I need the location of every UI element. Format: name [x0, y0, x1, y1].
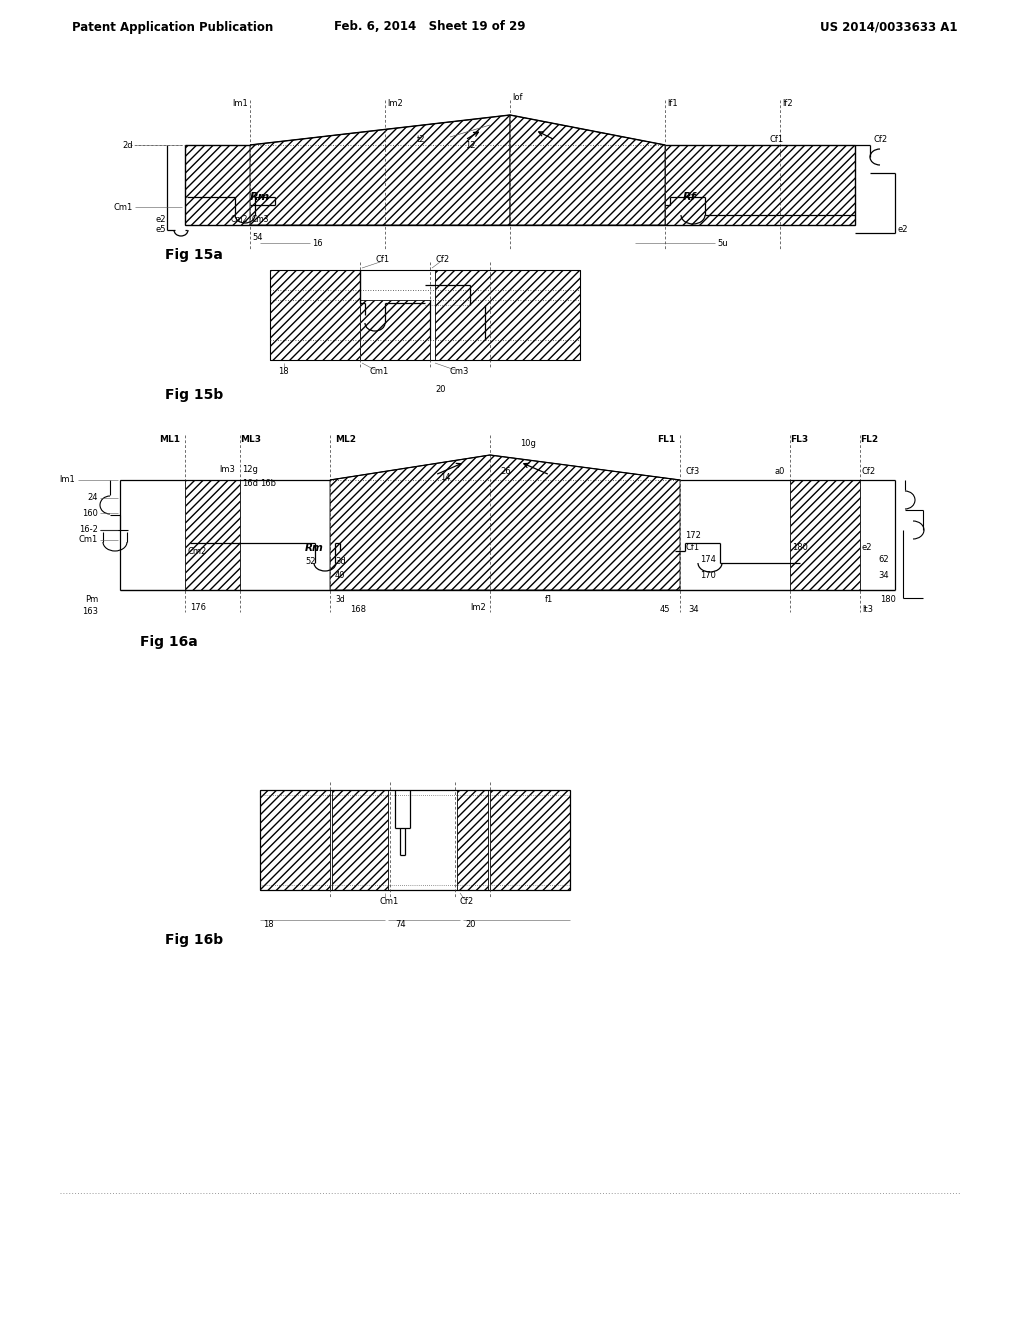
Text: e5: e5 — [155, 226, 166, 235]
Text: 16: 16 — [312, 239, 323, 248]
Text: 20: 20 — [435, 385, 445, 395]
Polygon shape — [185, 480, 240, 590]
Text: 2d: 2d — [123, 140, 133, 149]
Text: Cf2: Cf2 — [862, 467, 877, 477]
Text: Cf1: Cf1 — [685, 544, 699, 553]
Text: 26: 26 — [500, 467, 511, 477]
Polygon shape — [185, 145, 250, 224]
Text: Cf3: Cf3 — [685, 467, 699, 477]
Polygon shape — [457, 789, 488, 890]
Text: 45: 45 — [660, 606, 671, 615]
Text: 160: 160 — [82, 508, 98, 517]
Text: Fig 15b: Fig 15b — [165, 388, 223, 403]
Text: Cm1: Cm1 — [380, 898, 399, 907]
Text: lm2: lm2 — [387, 99, 402, 107]
Text: lof: lof — [512, 92, 522, 102]
Text: 3d: 3d — [335, 595, 345, 605]
Text: Cm1: Cm1 — [79, 536, 98, 544]
Text: lt3: lt3 — [862, 606, 873, 615]
Text: Rf: Rf — [683, 191, 696, 202]
Text: 3d: 3d — [335, 557, 346, 566]
Text: Cm1: Cm1 — [114, 202, 133, 211]
Text: Cm2: Cm2 — [187, 548, 206, 557]
Text: Fig 16a: Fig 16a — [140, 635, 198, 649]
Polygon shape — [332, 789, 388, 890]
Text: 170: 170 — [700, 570, 716, 579]
Text: 168: 168 — [350, 606, 366, 615]
Text: t2: t2 — [417, 136, 425, 144]
Text: Cf1: Cf1 — [375, 256, 389, 264]
Text: FL2: FL2 — [860, 436, 879, 445]
Text: Cm1: Cm1 — [370, 367, 389, 376]
Text: 176: 176 — [190, 603, 206, 612]
Text: Cm2: Cm2 — [230, 215, 248, 224]
Text: 16b: 16b — [260, 479, 276, 487]
Text: Cf1: Cf1 — [770, 136, 784, 144]
Text: Cm3: Cm3 — [450, 367, 469, 376]
Text: Cf2: Cf2 — [873, 136, 887, 144]
Text: 24: 24 — [87, 494, 98, 503]
Polygon shape — [435, 271, 580, 360]
Text: FL1: FL1 — [656, 436, 675, 445]
Text: 62: 62 — [878, 556, 889, 565]
Text: e2: e2 — [862, 544, 872, 553]
Polygon shape — [490, 789, 570, 890]
Text: Patent Application Publication: Patent Application Publication — [72, 21, 273, 33]
Text: 5u: 5u — [717, 239, 728, 248]
Polygon shape — [790, 480, 860, 590]
Text: Fig 16b: Fig 16b — [165, 933, 223, 946]
Text: lm1: lm1 — [59, 475, 75, 484]
Text: Pm: Pm — [85, 595, 98, 605]
Text: US 2014/0033633 A1: US 2014/0033633 A1 — [820, 21, 957, 33]
Text: Cf2: Cf2 — [435, 256, 450, 264]
Polygon shape — [510, 115, 665, 224]
Text: 20: 20 — [465, 920, 475, 929]
Polygon shape — [260, 789, 330, 890]
Text: lm1: lm1 — [232, 99, 248, 107]
Polygon shape — [270, 271, 360, 360]
Text: 16-2: 16-2 — [79, 525, 98, 535]
Text: 18: 18 — [278, 367, 289, 376]
Text: 52: 52 — [305, 557, 315, 566]
Text: 34: 34 — [688, 606, 698, 615]
Text: 34: 34 — [878, 570, 889, 579]
Text: 10g: 10g — [520, 438, 536, 447]
Text: e2: e2 — [155, 215, 166, 224]
Text: 180: 180 — [792, 544, 808, 553]
Text: 12g: 12g — [242, 466, 258, 474]
Text: Rm: Rm — [250, 191, 270, 202]
Text: ML2: ML2 — [335, 436, 356, 445]
Text: 54: 54 — [252, 232, 262, 242]
Text: FL3: FL3 — [790, 436, 808, 445]
Text: lm2: lm2 — [470, 603, 485, 612]
Text: Cf2: Cf2 — [460, 898, 474, 907]
Text: lf1: lf1 — [667, 99, 678, 107]
Text: e2: e2 — [897, 226, 907, 235]
Polygon shape — [665, 145, 855, 224]
Text: 74: 74 — [395, 920, 406, 929]
Text: ML1: ML1 — [159, 436, 180, 445]
Text: Feb. 6, 2014   Sheet 19 of 29: Feb. 6, 2014 Sheet 19 of 29 — [334, 21, 525, 33]
Text: lf2: lf2 — [782, 99, 793, 107]
Text: ML3: ML3 — [240, 436, 261, 445]
Text: Fig 15a: Fig 15a — [165, 248, 223, 261]
Text: Rm: Rm — [305, 543, 324, 553]
Text: 174: 174 — [700, 556, 716, 565]
Polygon shape — [330, 455, 680, 590]
Text: Cm3: Cm3 — [252, 215, 269, 224]
Text: 180: 180 — [880, 595, 896, 605]
Polygon shape — [360, 300, 430, 360]
Text: 12: 12 — [465, 140, 475, 149]
Text: 18: 18 — [263, 920, 273, 929]
Text: f1: f1 — [545, 595, 553, 605]
Polygon shape — [250, 115, 510, 224]
Text: 40: 40 — [335, 570, 345, 579]
Text: a0: a0 — [774, 467, 785, 477]
Text: 172: 172 — [685, 531, 700, 540]
Text: lm3: lm3 — [219, 466, 234, 474]
Text: 163: 163 — [82, 607, 98, 616]
Text: 14: 14 — [440, 473, 451, 482]
Text: 16d: 16d — [242, 479, 258, 487]
